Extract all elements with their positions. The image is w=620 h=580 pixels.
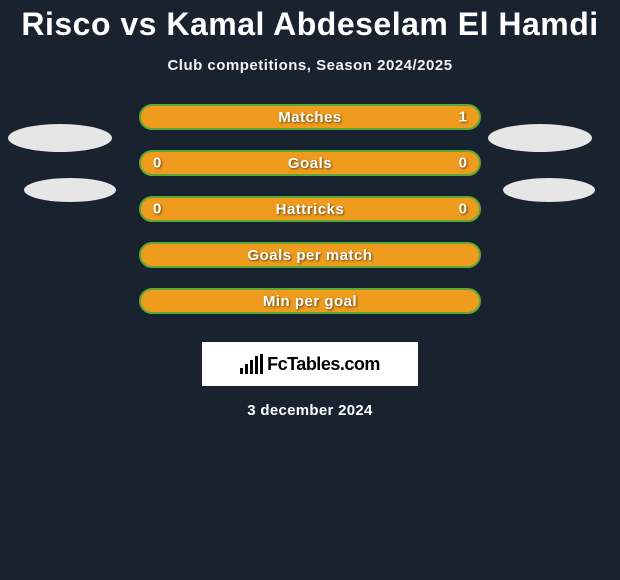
stat-bar: Min per goal [139, 288, 481, 314]
stat-label: Matches [278, 109, 342, 126]
logo-box: FcTables.com [202, 342, 418, 386]
stat-label: Min per goal [263, 293, 357, 310]
stat-bar: Goals per match [139, 242, 481, 268]
stat-row: 0 Hattricks 0 [0, 196, 620, 242]
stat-bar: Matches 1 [139, 104, 481, 130]
stat-label: Hattricks [276, 201, 345, 218]
stat-value-left: 0 [153, 155, 161, 172]
stat-row: Min per goal [0, 288, 620, 334]
stat-value-right: 1 [459, 109, 467, 126]
stat-bar: 0 Goals 0 [139, 150, 481, 176]
logo-text: FcTables.com [267, 354, 380, 375]
stat-label: Goals [288, 155, 332, 172]
stat-row: Goals per match [0, 242, 620, 288]
logo-bars-icon [240, 354, 263, 374]
stat-bar: 0 Hattricks 0 [139, 196, 481, 222]
stat-row: 0 Goals 0 [0, 150, 620, 196]
stat-label: Goals per match [247, 247, 372, 264]
date-text: 3 december 2024 [0, 402, 620, 419]
page-title: Risco vs Kamal Abdeselam El Hamdi [0, 0, 620, 43]
stats-rows: Matches 1 0 Goals 0 0 Hattricks 0 Goals per matc… [0, 104, 620, 334]
subtitle: Club competitions, Season 2024/2025 [0, 57, 620, 74]
stat-value-right: 0 [459, 201, 467, 218]
stat-row: Matches 1 [0, 104, 620, 150]
stat-value-left: 0 [153, 201, 161, 218]
stat-value-right: 0 [459, 155, 467, 172]
